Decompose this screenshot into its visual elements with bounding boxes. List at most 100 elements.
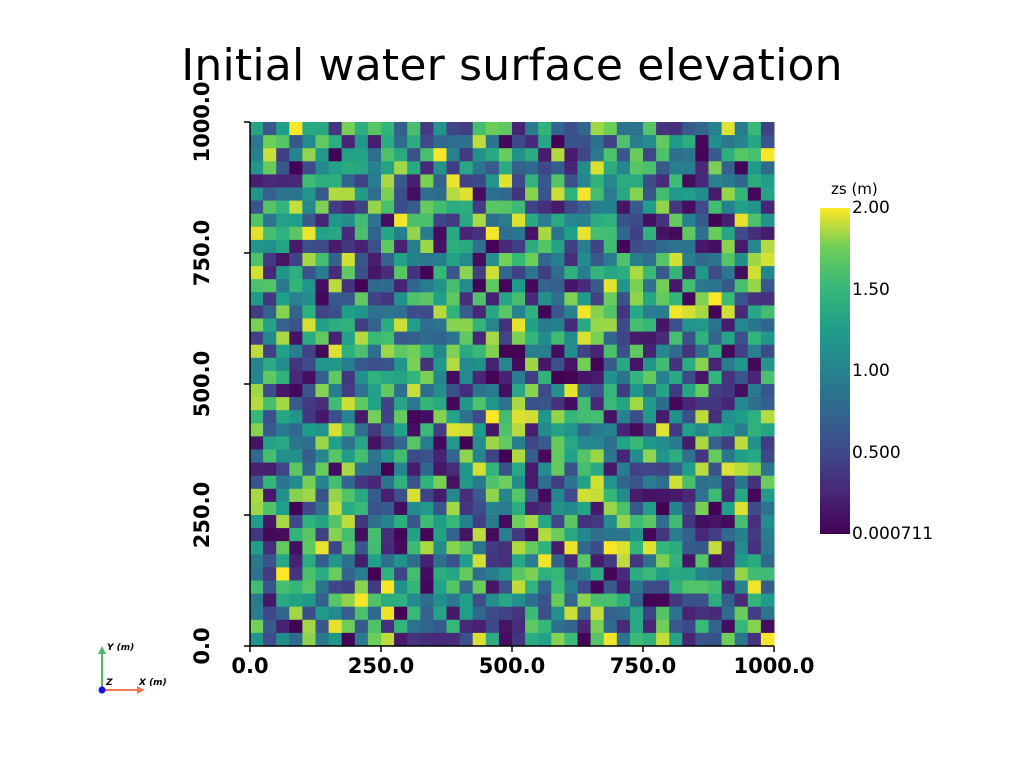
heatmap-cell	[538, 462, 552, 477]
heatmap-cell	[512, 357, 526, 372]
heatmap-cell	[656, 318, 670, 333]
heatmap-cell	[512, 213, 526, 228]
heatmap-cell	[590, 462, 605, 477]
heatmap-cell	[341, 253, 356, 267]
heatmap-cell	[525, 266, 539, 280]
heatmap-cell	[551, 226, 565, 241]
heatmap-cell	[263, 528, 277, 542]
heatmap-cell	[734, 279, 749, 293]
heatmap-cell	[498, 423, 513, 437]
heatmap-cell	[459, 239, 474, 254]
heatmap-cell	[656, 305, 670, 319]
heatmap-cell	[328, 423, 343, 437]
heatmap-cell	[276, 266, 290, 280]
heatmap-cell	[420, 305, 434, 319]
heatmap-cell	[695, 593, 709, 608]
heatmap-cell	[747, 554, 762, 568]
heatmap-cell	[302, 554, 316, 568]
heatmap-cell	[760, 580, 775, 595]
heatmap-cell	[616, 174, 631, 188]
heatmap-cell	[760, 593, 775, 608]
heatmap-cell	[603, 279, 618, 293]
heatmap-cell	[590, 174, 605, 188]
heatmap-cell	[616, 148, 631, 162]
heatmap-cell	[381, 148, 395, 162]
heatmap-cell	[695, 226, 709, 241]
heatmap-cell	[485, 528, 500, 542]
heatmap-cell	[250, 593, 264, 608]
heatmap-cell	[525, 397, 539, 411]
heatmap-cell	[564, 397, 578, 411]
heatmap-cell	[302, 515, 316, 529]
heatmap-cell	[656, 384, 670, 398]
heatmap-cell	[603, 292, 618, 306]
heatmap-cell	[354, 213, 369, 228]
heatmap-cell	[512, 528, 526, 542]
heatmap-cell	[577, 148, 592, 162]
heatmap-cell	[302, 344, 316, 359]
heatmap-cell	[354, 331, 369, 346]
heatmap-cell	[512, 344, 526, 359]
heatmap-cell	[498, 318, 513, 333]
heatmap-cell	[525, 423, 539, 437]
heatmap-cell	[551, 436, 565, 450]
heatmap-cell	[485, 174, 500, 188]
heatmap-cell	[656, 279, 670, 293]
heatmap-cell	[498, 266, 513, 280]
heatmap-cell	[629, 318, 644, 333]
heatmap-cell	[394, 606, 408, 621]
heatmap-cell	[446, 619, 461, 634]
heatmap-cell	[302, 148, 316, 162]
heatmap-cell	[341, 423, 356, 437]
heatmap-cell	[747, 580, 762, 595]
heatmap-cell	[734, 305, 749, 319]
heatmap-cell	[302, 462, 316, 477]
heatmap-cell	[721, 266, 736, 280]
heatmap-cell	[603, 239, 618, 254]
heatmap-cell	[538, 410, 552, 424]
heatmap-cell	[433, 148, 447, 162]
heatmap-cell	[407, 397, 421, 411]
heatmap-cell	[708, 515, 723, 529]
heatmap-cell	[629, 122, 644, 136]
heatmap-cell	[590, 619, 605, 634]
heatmap-cell	[472, 567, 487, 581]
heatmap-cell	[682, 292, 696, 306]
heatmap-cell	[446, 266, 461, 280]
heatmap-cell	[525, 226, 539, 241]
heatmap-cell	[381, 475, 395, 490]
heatmap-cell	[394, 253, 408, 267]
heatmap-cell	[747, 135, 762, 149]
heatmap-cell	[564, 279, 578, 293]
heatmap-cell	[721, 226, 736, 241]
heatmap-cell	[328, 567, 343, 581]
heatmap-cell	[669, 161, 683, 175]
heatmap-cell	[708, 370, 723, 385]
heatmap-cell	[747, 239, 762, 254]
heatmap-cell	[734, 318, 749, 333]
heatmap-cell	[328, 397, 343, 411]
heatmap-cell	[354, 122, 369, 136]
heatmap-cell	[603, 344, 618, 359]
heatmap-cell	[420, 567, 434, 581]
heatmap-cell	[721, 200, 736, 215]
heatmap-cell	[747, 632, 762, 647]
heatmap-cell	[289, 619, 303, 634]
heatmap-cell	[643, 226, 657, 241]
heatmap-cell	[315, 528, 330, 542]
heatmap-cell	[656, 475, 670, 490]
heatmap-cell	[498, 462, 513, 477]
heatmap-cell	[498, 436, 513, 450]
heatmap-cell	[603, 318, 618, 333]
heatmap-cell	[643, 554, 657, 568]
heatmap-cell	[394, 423, 408, 437]
heatmap-cell	[708, 580, 723, 595]
heatmap-cell	[354, 135, 369, 149]
heatmap-cell	[381, 554, 395, 568]
heatmap-cell	[682, 410, 696, 424]
heatmap-cell	[446, 554, 461, 568]
heatmap-cell	[643, 567, 657, 581]
heatmap-cell	[695, 541, 709, 555]
heatmap-cell	[485, 515, 500, 529]
heatmap-cell	[669, 488, 683, 503]
